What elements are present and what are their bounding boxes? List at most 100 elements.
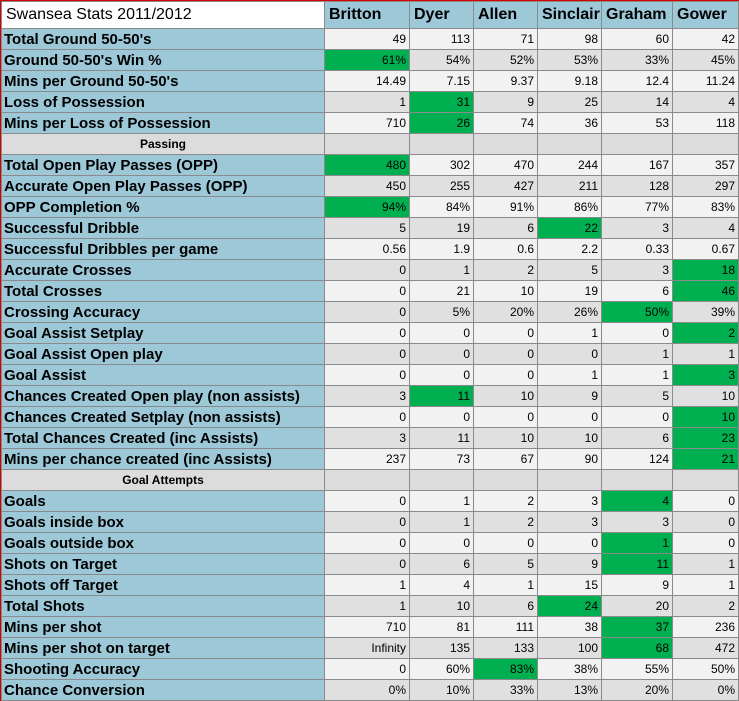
row-label[interactable]: Loss of Possession: [1, 91, 325, 113]
stat-cell[interactable]: 0: [409, 343, 474, 365]
stat-cell[interactable]: 18: [672, 259, 739, 281]
stat-cell[interactable]: 5: [537, 259, 602, 281]
stat-cell[interactable]: 0%: [324, 679, 410, 701]
stat-cell[interactable]: 9: [537, 385, 602, 407]
stat-cell[interactable]: 0: [324, 322, 410, 344]
stat-cell[interactable]: 1: [409, 259, 474, 281]
stat-cell[interactable]: 10: [409, 595, 474, 617]
row-label[interactable]: Total Crosses: [1, 280, 325, 302]
stat-cell[interactable]: 91%: [473, 196, 538, 218]
stat-cell[interactable]: 0.6: [473, 238, 538, 260]
stat-cell[interactable]: 6: [473, 217, 538, 239]
stat-cell[interactable]: 10%: [409, 679, 474, 701]
stat-cell[interactable]: 50%: [601, 301, 673, 323]
stat-cell[interactable]: 53%: [537, 49, 602, 71]
stat-cell[interactable]: 1: [473, 574, 538, 596]
stat-cell[interactable]: 33%: [473, 679, 538, 701]
stat-cell[interactable]: 0: [672, 532, 739, 554]
stat-cell[interactable]: 55%: [601, 658, 673, 680]
stat-cell[interactable]: 67: [473, 448, 538, 470]
stat-cell[interactable]: 84%: [409, 196, 474, 218]
stat-cell[interactable]: 0: [473, 343, 538, 365]
row-label[interactable]: Total Open Play Passes (OPP): [1, 154, 325, 176]
stat-cell[interactable]: 0: [409, 322, 474, 344]
row-label[interactable]: Total Ground 50-50's: [1, 28, 325, 50]
stat-cell[interactable]: 0: [409, 532, 474, 554]
stat-cell[interactable]: 39%: [672, 301, 739, 323]
stat-cell[interactable]: 1: [601, 364, 673, 386]
row-label[interactable]: Mins per Ground 50-50's: [1, 70, 325, 92]
row-label[interactable]: OPP Completion %: [1, 196, 325, 218]
stat-cell[interactable]: 4: [601, 490, 673, 512]
stat-cell[interactable]: 0: [324, 364, 410, 386]
stat-cell[interactable]: 244: [537, 154, 602, 176]
stat-cell[interactable]: 21: [409, 280, 474, 302]
stat-cell[interactable]: 5: [601, 385, 673, 407]
stat-cell[interactable]: 45%: [672, 49, 739, 71]
stat-cell[interactable]: 357: [672, 154, 739, 176]
stat-cell[interactable]: 0: [537, 406, 602, 428]
stat-cell[interactable]: 11: [409, 385, 474, 407]
stat-cell[interactable]: 297: [672, 175, 739, 197]
stat-cell[interactable]: 24: [537, 595, 602, 617]
stat-cell[interactable]: 1: [324, 574, 410, 596]
row-label[interactable]: Goals: [1, 490, 325, 512]
stat-cell[interactable]: 302: [409, 154, 474, 176]
row-label[interactable]: Chance Conversion: [1, 679, 325, 701]
stat-cell[interactable]: 6: [601, 427, 673, 449]
stat-cell[interactable]: 0.56: [324, 238, 410, 260]
stat-cell[interactable]: 450: [324, 175, 410, 197]
stat-cell[interactable]: 133: [473, 637, 538, 659]
stat-cell[interactable]: 26: [409, 112, 474, 134]
col-header-britton[interactable]: Britton: [324, 1, 410, 29]
stat-cell[interactable]: 12.4: [601, 70, 673, 92]
stat-cell[interactable]: 10: [473, 427, 538, 449]
stat-cell[interactable]: 0: [601, 322, 673, 344]
empty-cell[interactable]: [601, 469, 673, 491]
stat-cell[interactable]: 83%: [473, 658, 538, 680]
stat-cell[interactable]: 61%: [324, 49, 410, 71]
stat-cell[interactable]: 1: [537, 322, 602, 344]
stat-cell[interactable]: 50%: [672, 658, 739, 680]
stat-cell[interactable]: 0: [672, 511, 739, 533]
stat-cell[interactable]: 54%: [409, 49, 474, 71]
stat-cell[interactable]: 0: [473, 322, 538, 344]
stat-cell[interactable]: 427: [473, 175, 538, 197]
empty-cell[interactable]: [601, 133, 673, 155]
empty-cell[interactable]: [473, 133, 538, 155]
stat-cell[interactable]: 0: [324, 511, 410, 533]
row-label[interactable]: Goals inside box: [1, 511, 325, 533]
stat-cell[interactable]: 0: [324, 406, 410, 428]
stat-cell[interactable]: 10: [473, 385, 538, 407]
stat-cell[interactable]: 2.2: [537, 238, 602, 260]
stat-cell[interactable]: 14.49: [324, 70, 410, 92]
empty-cell[interactable]: [324, 133, 410, 155]
stat-cell[interactable]: 3: [601, 217, 673, 239]
row-label[interactable]: Ground 50-50's Win %: [1, 49, 325, 71]
stat-cell[interactable]: 0: [473, 532, 538, 554]
stat-cell[interactable]: 0.67: [672, 238, 739, 260]
stat-cell[interactable]: 14: [601, 91, 673, 113]
stat-cell[interactable]: 3: [537, 490, 602, 512]
stat-cell[interactable]: 3: [601, 511, 673, 533]
stat-cell[interactable]: 470: [473, 154, 538, 176]
stat-cell[interactable]: 0.33: [601, 238, 673, 260]
stat-cell[interactable]: 22: [537, 217, 602, 239]
stat-cell[interactable]: 236: [672, 616, 739, 638]
stat-cell[interactable]: 237: [324, 448, 410, 470]
row-label[interactable]: Crossing Accuracy: [1, 301, 325, 323]
stat-cell[interactable]: 33%: [601, 49, 673, 71]
stat-cell[interactable]: 0: [324, 301, 410, 323]
stat-cell[interactable]: 19: [537, 280, 602, 302]
stat-cell[interactable]: 0: [324, 553, 410, 575]
col-header-gower[interactable]: Gower: [672, 1, 739, 29]
stat-cell[interactable]: 20%: [473, 301, 538, 323]
stat-cell[interactable]: 0: [324, 532, 410, 554]
row-label[interactable]: Chances Created Open play (non assists): [1, 385, 325, 407]
stat-cell[interactable]: 5%: [409, 301, 474, 323]
stat-cell[interactable]: 0: [537, 343, 602, 365]
stat-cell[interactable]: 10: [537, 427, 602, 449]
empty-cell[interactable]: [537, 133, 602, 155]
row-label[interactable]: Mins per chance created (inc Assists): [1, 448, 325, 470]
stat-cell[interactable]: 6: [473, 595, 538, 617]
